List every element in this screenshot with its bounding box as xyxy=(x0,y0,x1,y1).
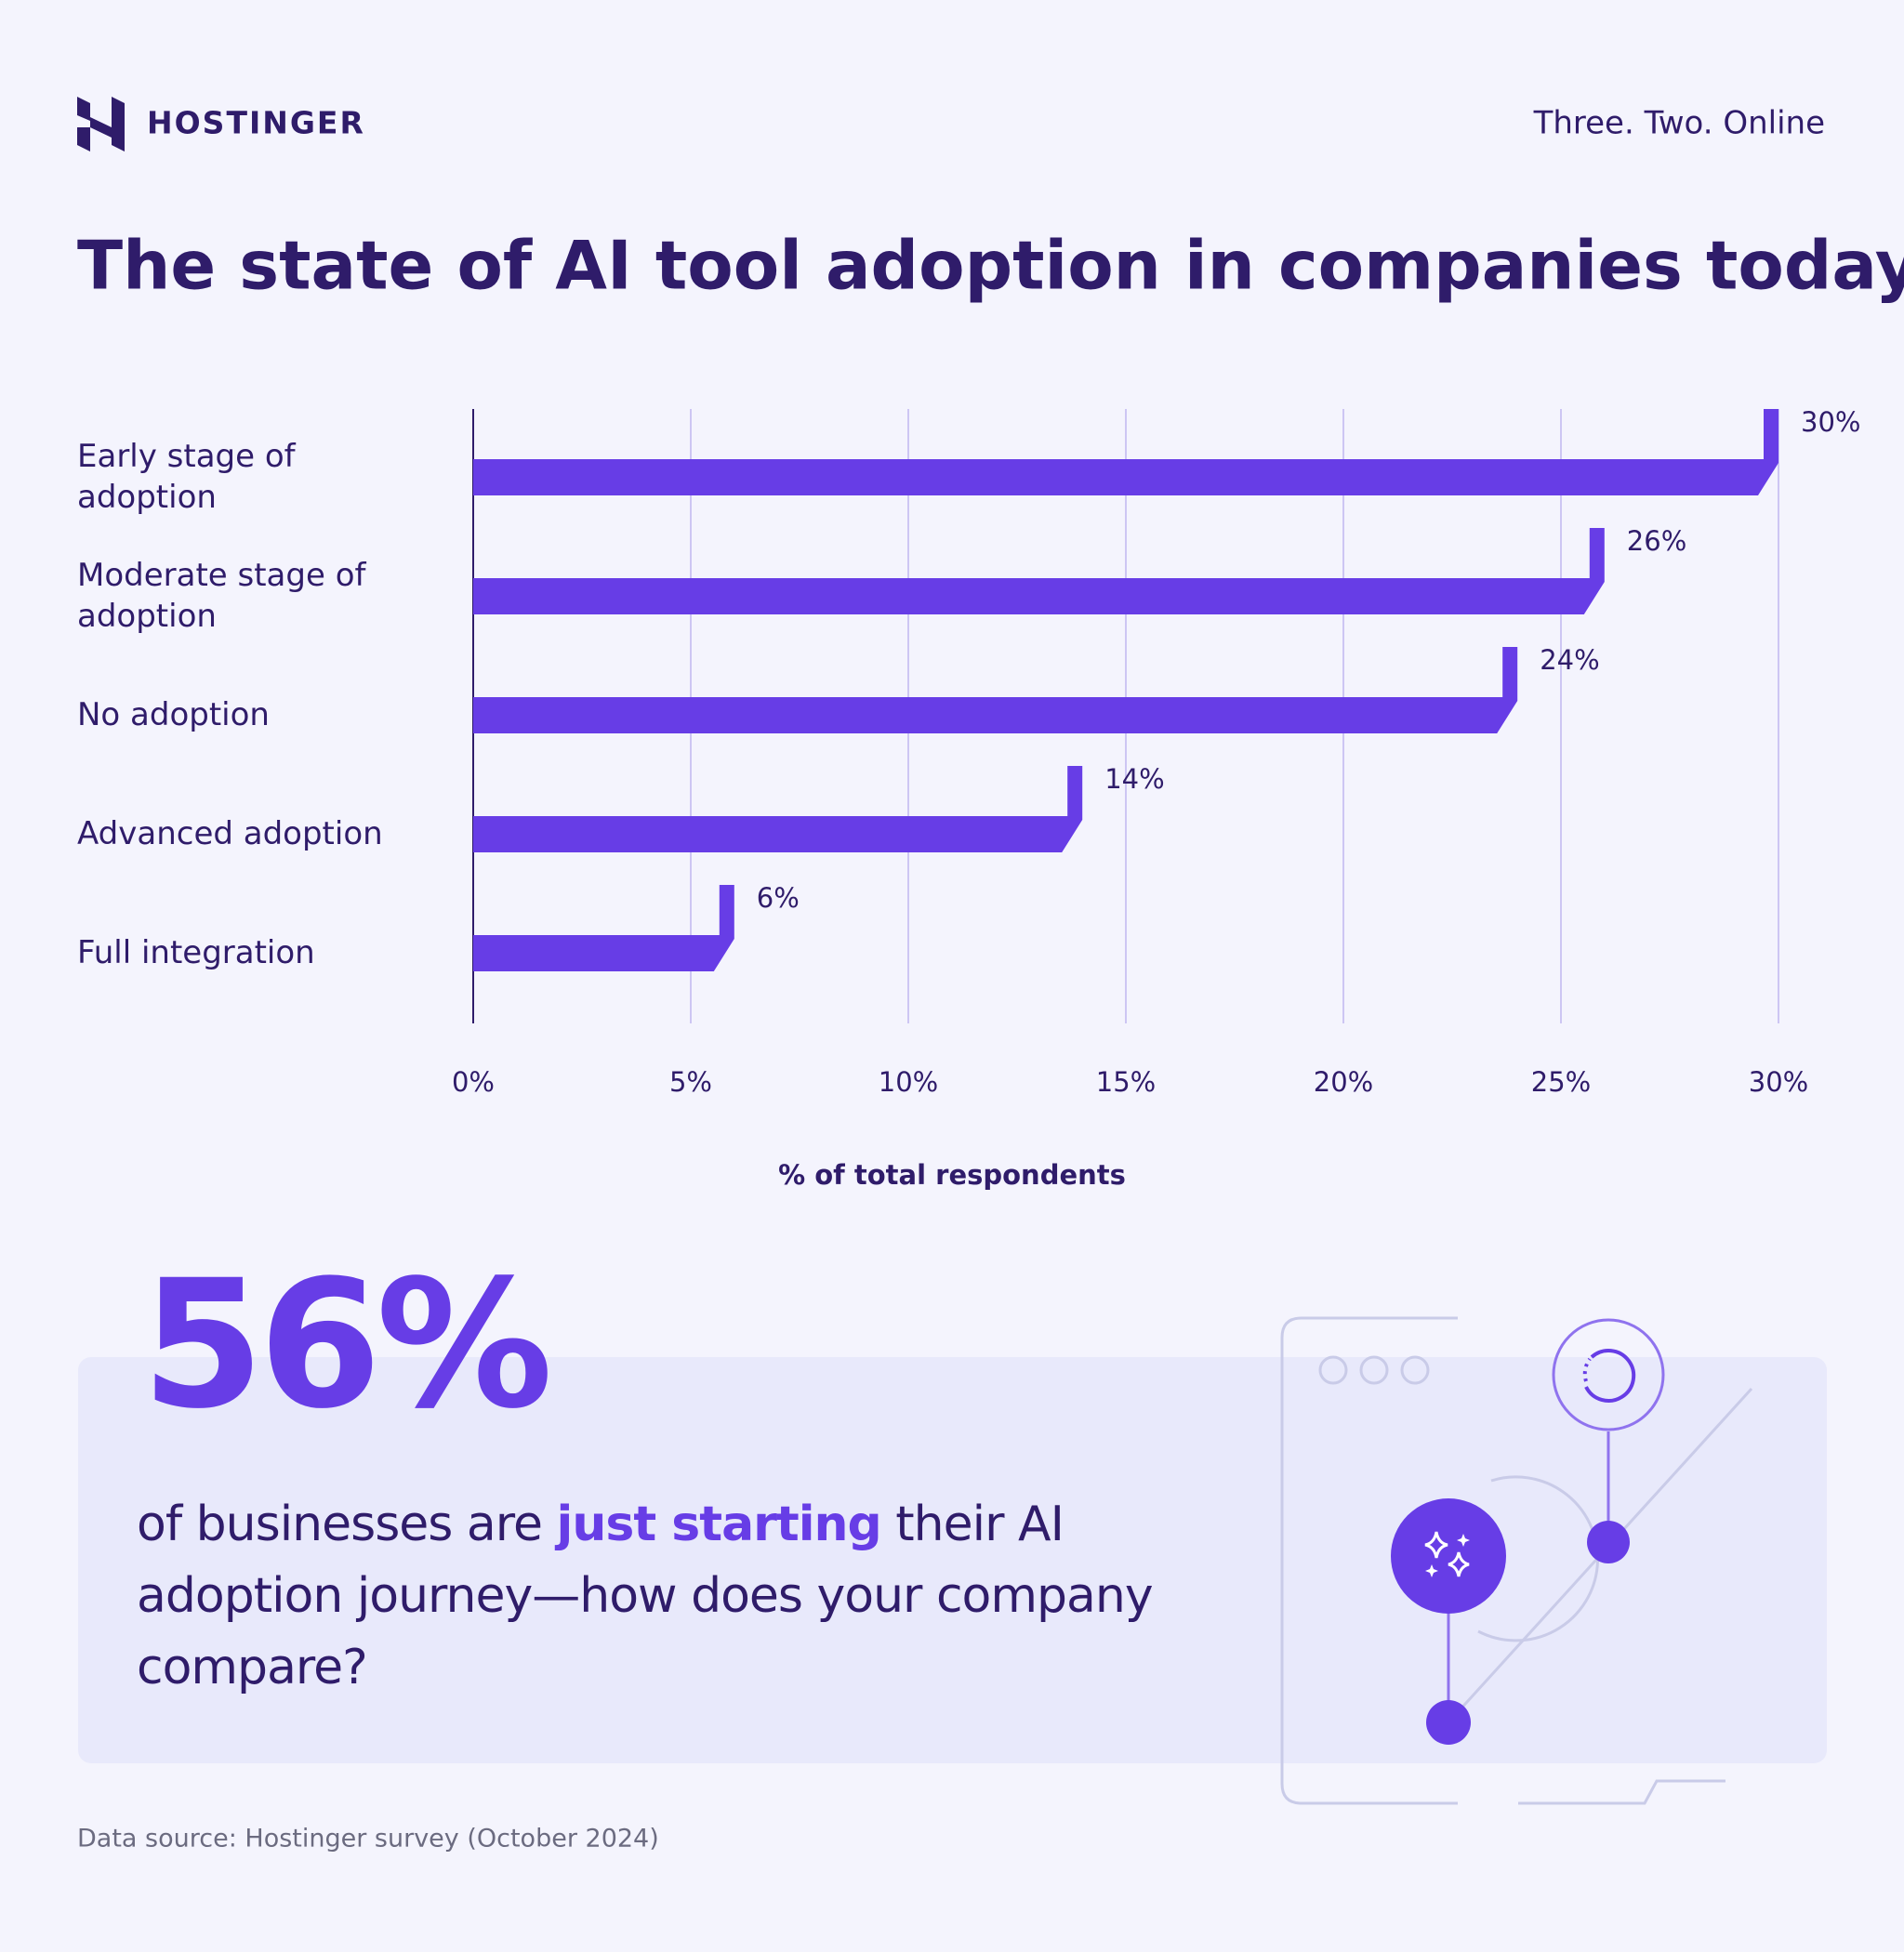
callout-text-before: of businesses are xyxy=(137,1497,543,1552)
chart-title: The state of AI tool adoption in compani… xyxy=(77,227,1904,305)
value-label: 24% xyxy=(1540,644,1599,676)
x-tick-label: 10% xyxy=(879,1066,938,1098)
logo xyxy=(77,97,125,152)
stat: 56% xyxy=(141,1242,548,1447)
bar xyxy=(473,766,1083,852)
callout-highlight: just starting xyxy=(556,1497,882,1552)
x-tick-label: 25% xyxy=(1531,1066,1591,1098)
bar xyxy=(473,885,734,971)
value-label: 14% xyxy=(1104,763,1164,795)
bar xyxy=(473,409,1778,495)
callout-panel xyxy=(78,1357,1827,1763)
x-tick-label: 15% xyxy=(1096,1066,1156,1098)
value-label: 26% xyxy=(1627,525,1686,557)
category-label: Advanced adoption xyxy=(77,815,383,852)
bar xyxy=(473,647,1518,733)
category-label: No adoption xyxy=(77,696,270,733)
x-tick-label: 30% xyxy=(1749,1066,1808,1098)
value-label: 30% xyxy=(1801,406,1860,438)
callout-text: of businesses are just starting their AI… xyxy=(137,1489,1252,1704)
bar xyxy=(473,528,1605,614)
callout-text-after: their AI adoption journey—how does your … xyxy=(137,1497,1154,1695)
source: Data source: Hostinger survey (October 2… xyxy=(77,1825,659,1853)
x-tick-label: 20% xyxy=(1314,1066,1373,1098)
x-tick-label: 0% xyxy=(452,1066,495,1098)
tagline: Three. Two. Online xyxy=(1533,105,1825,142)
category-label: Early stage of adoption xyxy=(77,438,296,516)
illustration xyxy=(1280,1316,1753,1805)
category-label: Moderate stage of adoption xyxy=(77,557,366,635)
brand: HOSTINGER xyxy=(147,105,365,141)
category-label: Full integration xyxy=(77,934,315,971)
x-axis-label: % of total respondents xyxy=(778,1159,1126,1191)
x-tick-label: 5% xyxy=(669,1066,712,1098)
value-label: 6% xyxy=(757,882,800,914)
